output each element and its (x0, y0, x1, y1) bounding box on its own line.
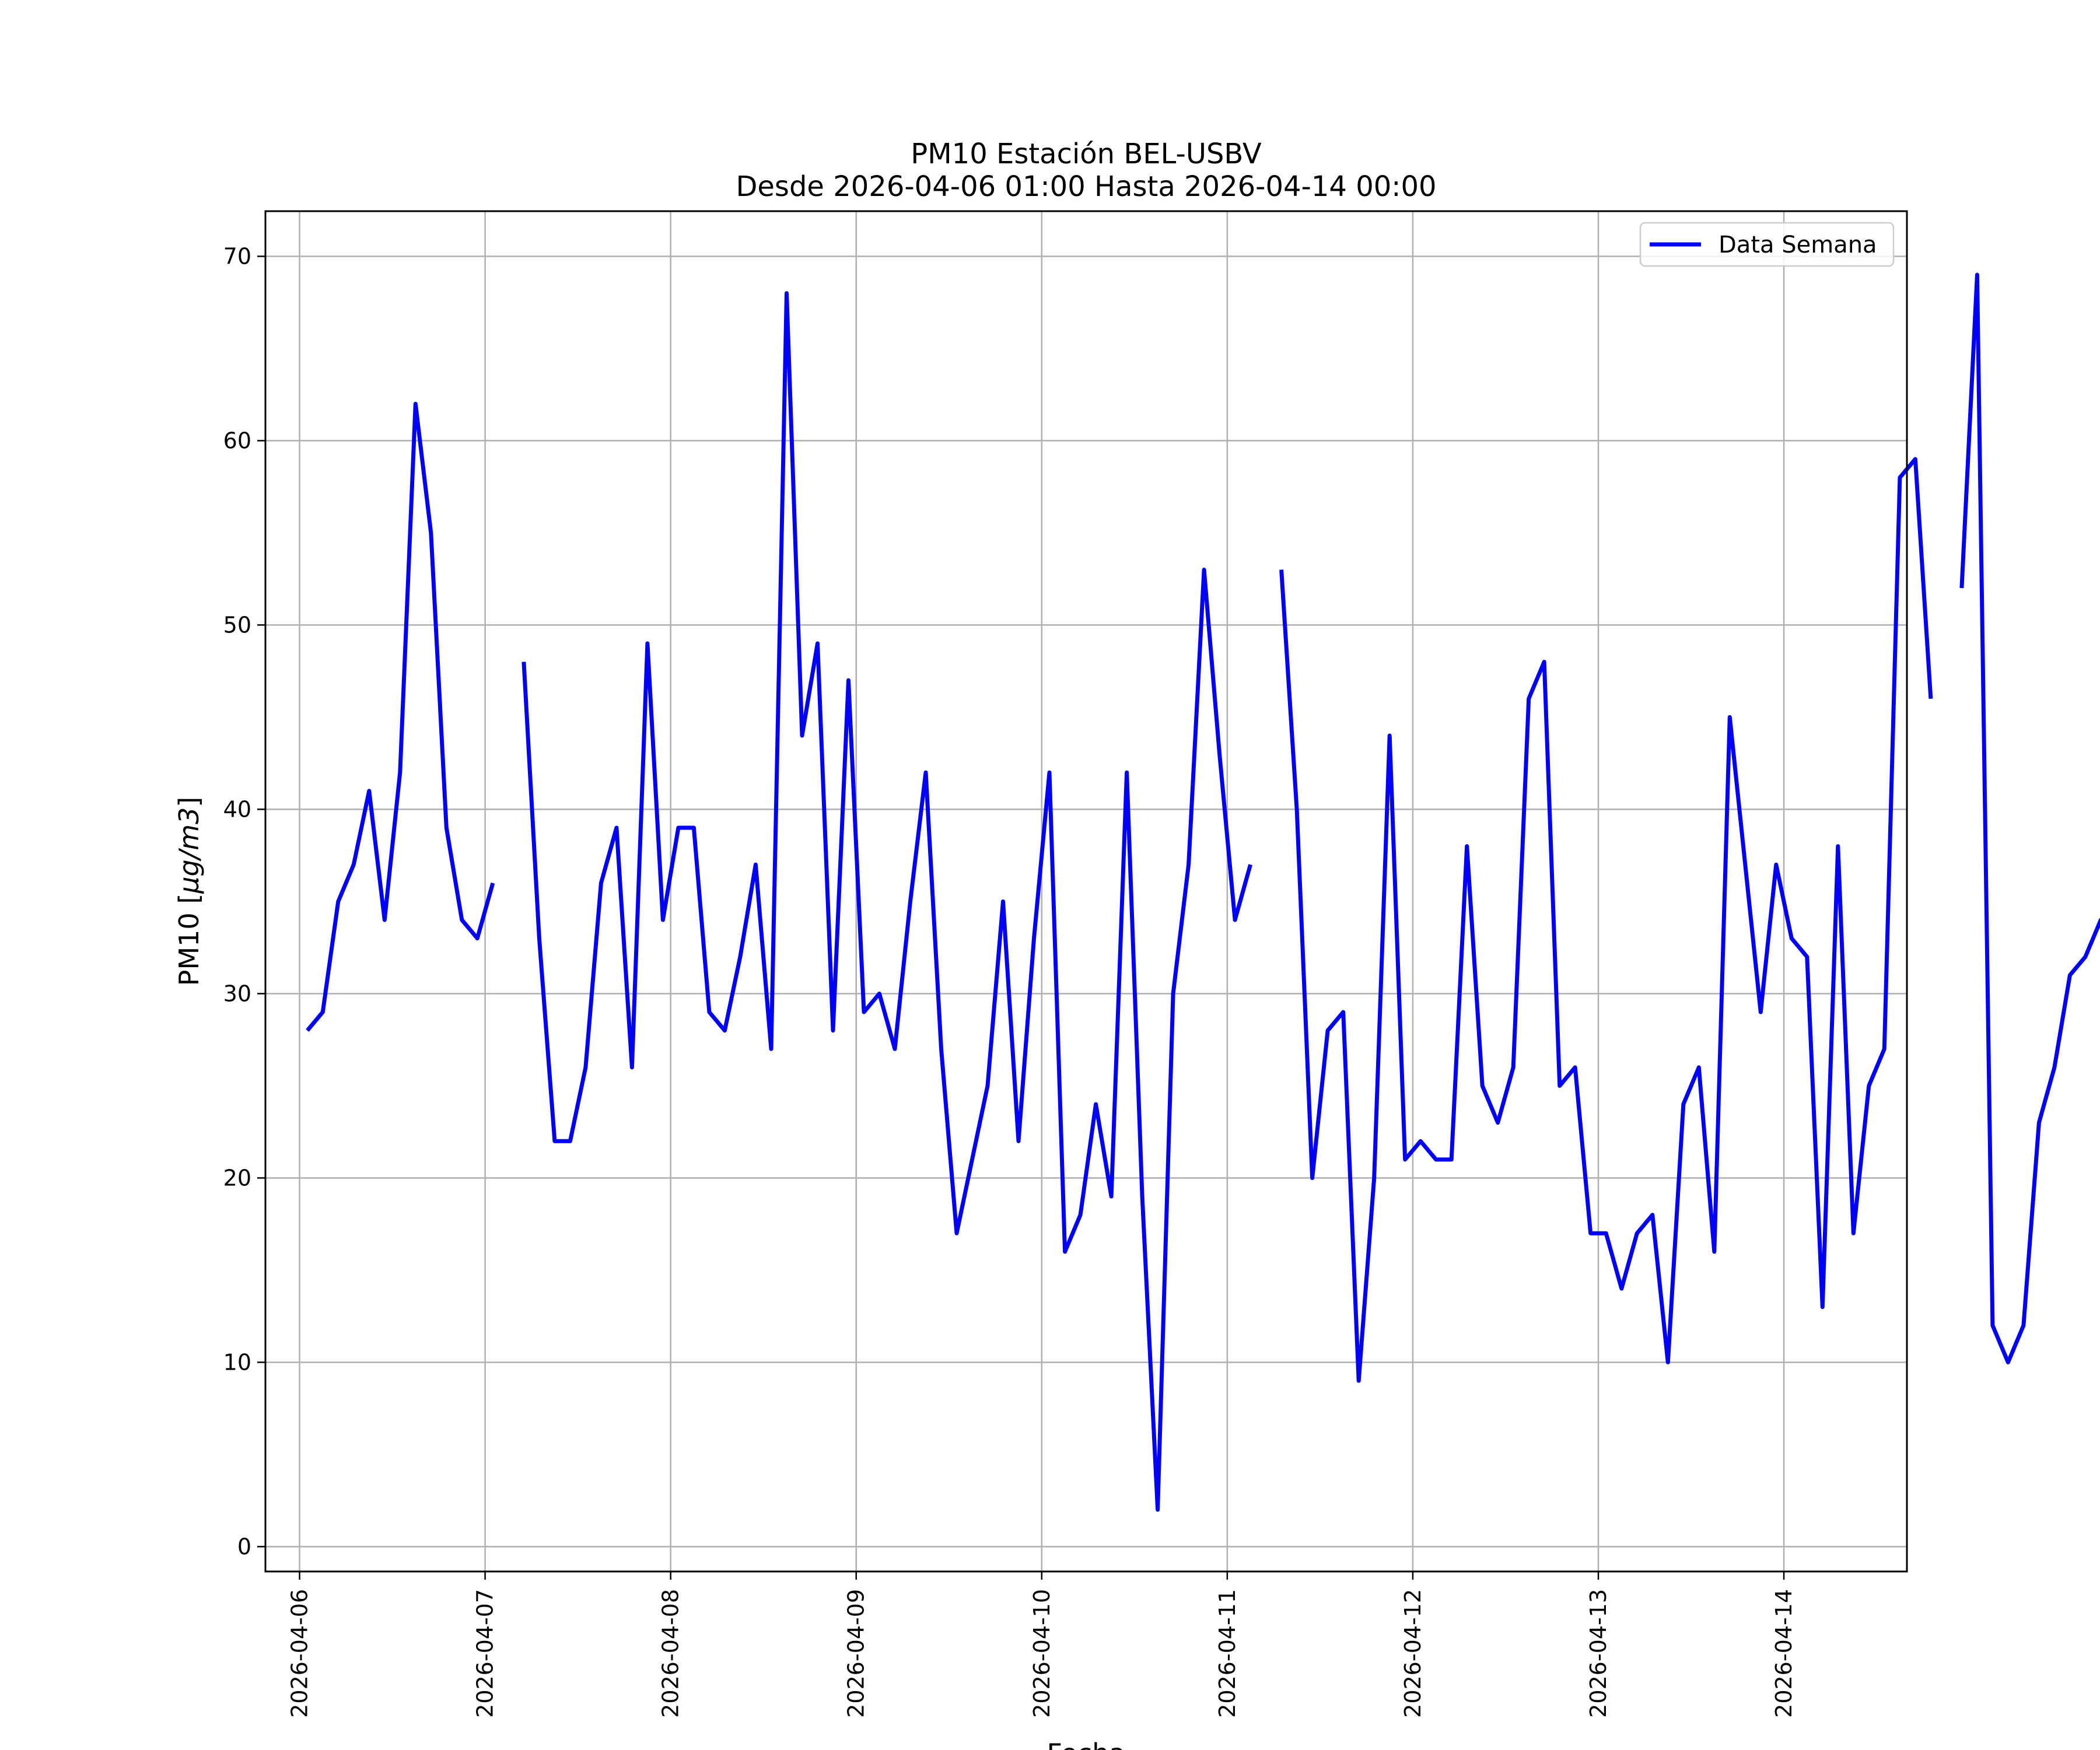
chart-title: PM10 Estación BEL-USBV (911, 138, 1262, 170)
x-tick-label: 2026-04-07 (473, 1589, 498, 1718)
x-tick-label: 2026-04-12 (1400, 1589, 1426, 1718)
legend-label: Data Semana (1718, 232, 1877, 258)
x-axis-ticks: 2026-04-06 2026-04-07 2026-04-08 2026-04-09… (287, 1572, 1797, 1718)
x-tick-label: 2026-04-10 (1029, 1589, 1055, 1718)
series-line (306, 272, 2100, 1512)
x-axis-label: Fecha (1047, 1738, 1126, 1750)
x-tick-label: 2026-04-06 (287, 1589, 313, 1718)
x-tick-label: 2026-04-08 (658, 1589, 684, 1718)
y-tick-label: 70 (223, 243, 251, 269)
x-tick-label: 2026-04-09 (844, 1589, 869, 1718)
x-tick-label: 2026-04-14 (1771, 1589, 1797, 1718)
y-axis-ticks: 0 10 20 30 40 50 60 70 (223, 243, 265, 1559)
y-axis-label-main: PM10 [ (173, 894, 205, 986)
y-gridlines (265, 256, 1907, 1548)
y-axis-label-unit: μg/m3 (173, 807, 205, 894)
y-axis-label: PM10 [μg/m3] (173, 797, 205, 986)
y-tick-label: 20 (223, 1165, 251, 1191)
y-tick-label: 30 (223, 981, 251, 1006)
legend: Data Semana (1639, 222, 1895, 267)
series-layer (306, 272, 2100, 1512)
x-gridlines (299, 211, 1785, 1572)
y-tick-label: 50 (223, 612, 251, 638)
y-tick-label: 10 (223, 1349, 251, 1375)
y-axis-label-close: ] (173, 797, 205, 807)
plot-background (265, 211, 1907, 1572)
y-tick-label: 40 (223, 796, 251, 822)
legend-box (1639, 222, 1895, 267)
x-tick-label: 2026-04-11 (1214, 1589, 1240, 1718)
y-tick-label: 0 (237, 1534, 251, 1559)
plot-frame (264, 210, 1908, 1573)
y-tick-label: 60 (223, 428, 251, 453)
chart-subtitle: Desde 2026-04-06 01:00 Hasta 2026-04-14 … (736, 170, 1436, 203)
x-tick-label: 2026-04-13 (1586, 1589, 1611, 1718)
